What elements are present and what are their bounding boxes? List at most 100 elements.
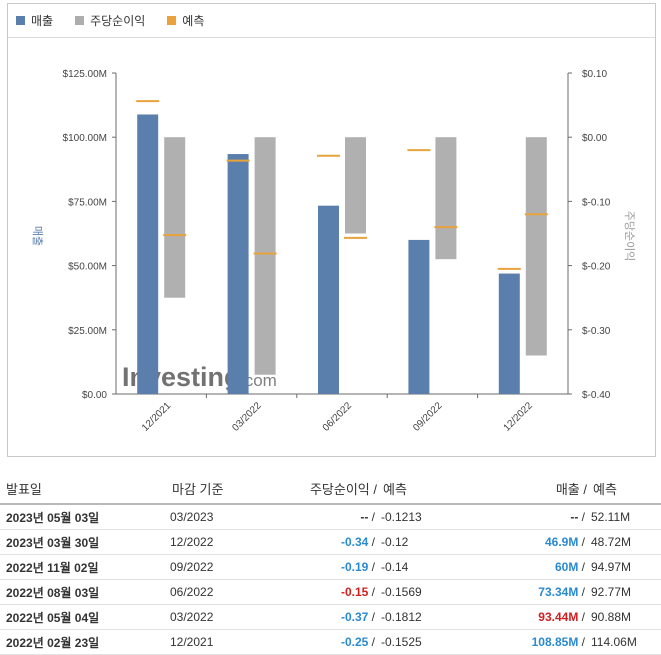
right-axis-tick-label: $-0.40 bbox=[582, 390, 611, 401]
row-revenue-forecast-value: 94.97M bbox=[591, 560, 632, 574]
header-revenue-label: 매출 bbox=[555, 481, 580, 497]
row-eps-value: -0.15 bbox=[340, 585, 369, 599]
row-period: 03/2023 bbox=[170, 510, 265, 524]
row-date: 2022년 08월 03일 bbox=[0, 584, 170, 601]
row-eps-value: -0.25 bbox=[340, 635, 369, 649]
row-period-value: 12/2021 bbox=[170, 635, 214, 649]
row-revenue-sep: / bbox=[578, 610, 585, 624]
header-eps-sep: / bbox=[373, 481, 377, 497]
table-row: 2023년 03월 30일 12/2022 -0.34 /-0.12 46.9M /4… bbox=[0, 530, 661, 555]
row-period-value: 03/2022 bbox=[170, 610, 214, 624]
row-eps-forecast: -0.14 bbox=[375, 560, 460, 574]
revenue-bar bbox=[318, 205, 339, 394]
row-eps-sep: / bbox=[368, 610, 375, 624]
row-revenue-value: 73.34M bbox=[538, 585, 579, 599]
row-eps-forecast-value: -0.1569 bbox=[381, 585, 422, 599]
table-row: 2022년 11월 02일 09/2022 -0.19 / -0.14 60M / 94.… bbox=[0, 555, 661, 580]
row-period: 09/2022 bbox=[170, 560, 265, 574]
chart-plot-area: $0.00 $25.00M $50.00M $75.00M $100.00M $125.0… bbox=[31, 69, 636, 434]
header-eps-forecast[interactable]: 예측 bbox=[383, 481, 407, 497]
right-axis-title: 주당순이익 bbox=[623, 211, 636, 262]
table-row: 2022년 02월 23일 12/2021 -0.25 / -0.1525 108.85… bbox=[0, 630, 661, 655]
row-eps-forecast: -0.12 bbox=[375, 535, 460, 549]
row-eps-value: -0.19 bbox=[340, 560, 369, 574]
row-revenue-forecast-value: 90.88M bbox=[591, 610, 632, 624]
row-revenue-value: 93.44M bbox=[538, 610, 579, 624]
row-revenue-forecast: 52.11M bbox=[585, 510, 655, 524]
row-period-value: 12/2022 bbox=[170, 535, 214, 549]
header-revenue-forecast[interactable]: 예측 bbox=[593, 481, 617, 497]
header-date[interactable]: 발표일 bbox=[6, 481, 42, 497]
row-eps: -- / bbox=[265, 510, 375, 524]
row-period: 03/2022 bbox=[170, 610, 265, 624]
row-eps: -0.19 / bbox=[265, 560, 375, 574]
legend-swatch-revenue bbox=[16, 16, 25, 25]
row-eps: -0.37 / bbox=[265, 610, 375, 624]
legend-item-revenue[interactable]: 매출 bbox=[16, 12, 53, 29]
row-eps: -0.25 / bbox=[265, 635, 375, 649]
row-eps-forecast: -0.1569 bbox=[375, 585, 460, 599]
row-period-value: 06/2022 bbox=[170, 585, 214, 599]
row-eps-forecast-value: -0.1812 bbox=[381, 610, 422, 624]
earnings-chart: 매출 주당순이익 예측 $0.00 $25.00M $50.00M $75.00M $1… bbox=[7, 3, 656, 457]
row-revenue-forecast-value: 114.06M bbox=[591, 635, 637, 649]
row-eps: -0.34 / bbox=[265, 535, 375, 549]
row-eps-sep: / bbox=[368, 560, 375, 574]
x-axis-tick-label: 09/2022 bbox=[411, 400, 445, 434]
row-eps-value: -- bbox=[360, 510, 369, 524]
left-axis-tick-label: $25.00M bbox=[68, 326, 107, 337]
header-revenue-sep: / bbox=[583, 481, 587, 497]
row-date-value: 2022년 05월 04일 bbox=[6, 610, 100, 625]
row-date: 2023년 05월 03일 bbox=[0, 509, 170, 526]
row-period: 12/2021 bbox=[170, 635, 265, 649]
legend-item-forecast[interactable]: 예측 bbox=[167, 12, 204, 29]
row-period: 06/2022 bbox=[170, 585, 265, 599]
header-eps[interactable]: 주당순이익 / bbox=[267, 479, 377, 498]
row-revenue-value: -- bbox=[570, 510, 579, 524]
revenue-bar bbox=[137, 114, 159, 394]
legend-label-revenue: 매출 bbox=[31, 14, 54, 28]
row-revenue: -- / bbox=[460, 510, 585, 524]
right-axis-tick-label: $-0.20 bbox=[582, 262, 611, 273]
row-date: 2023년 03월 30일 bbox=[0, 534, 170, 551]
left-axis-tick-label: $75.00M bbox=[68, 197, 107, 208]
revenue-bar bbox=[227, 154, 249, 394]
left-axis-tick-label: $125.00M bbox=[63, 69, 107, 80]
row-revenue: 93.44M / bbox=[460, 610, 585, 624]
right-axis-tick-label: $-0.30 bbox=[582, 326, 611, 337]
row-eps-forecast-value: -0.1213 bbox=[381, 510, 422, 524]
header-revenue[interactable]: 매출 / bbox=[462, 479, 587, 498]
right-axis-tick-label: $0.00 bbox=[582, 133, 607, 144]
row-eps-forecast: -0.1213 bbox=[375, 510, 460, 524]
legend-swatch-eps bbox=[75, 16, 85, 25]
row-date-value: 2022년 08월 03일 bbox=[6, 585, 100, 600]
revenue-bar bbox=[408, 239, 430, 394]
row-revenue-sep: / bbox=[578, 585, 585, 599]
row-revenue-forecast: 90.88M bbox=[585, 610, 655, 624]
header-eps-label: 주당순이익 bbox=[309, 481, 370, 497]
x-axis-tick-label: 12/2022 bbox=[502, 400, 536, 434]
row-revenue-value: 46.9M bbox=[544, 535, 579, 549]
row-date-value: 2022년 11월 02일 bbox=[6, 560, 99, 575]
eps-bar bbox=[435, 137, 457, 260]
table-body: 2023년 05월 03일 03/2023 -- / -0.1213 -- / 52.11… bbox=[0, 505, 661, 655]
row-eps-forecast-value: -0.1525 bbox=[381, 635, 422, 649]
legend-swatch-forecast bbox=[167, 16, 177, 25]
row-eps-sep: / bbox=[368, 585, 375, 599]
row-eps-sep: / bbox=[368, 535, 375, 549]
legend-label-eps: 주당순이익 bbox=[90, 14, 146, 28]
left-axis-title: 매출 bbox=[31, 226, 44, 246]
revenue-bar bbox=[498, 273, 520, 394]
row-period: 12/2022 bbox=[170, 535, 265, 549]
right-axis-tick-label: $0.10 bbox=[582, 69, 607, 80]
header-period[interactable]: 마감 기준 bbox=[172, 481, 224, 497]
x-axis-tick-label: 03/2022 bbox=[230, 400, 264, 434]
left-axis-tick-label: $0.00 bbox=[82, 390, 107, 401]
row-revenue: 46.9M / bbox=[460, 535, 585, 549]
row-date-value: 2023년 03월 30일 bbox=[6, 535, 100, 550]
legend-item-eps[interactable]: 주당순이익 bbox=[75, 12, 145, 29]
row-revenue-value: 108.85M bbox=[531, 635, 579, 649]
eps-bar bbox=[254, 137, 276, 375]
x-axis-tick-label: 12/2021 bbox=[140, 400, 174, 434]
row-date: 2022년 05월 04일 bbox=[0, 609, 170, 626]
